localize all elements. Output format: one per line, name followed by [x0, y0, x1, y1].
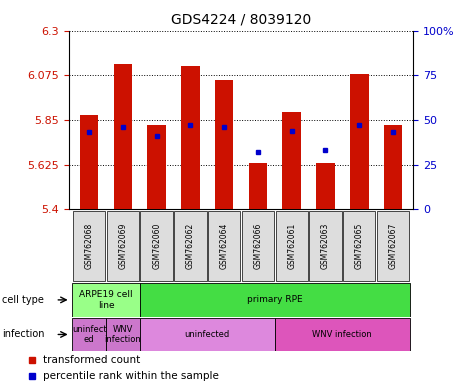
Text: GSM762062: GSM762062 [186, 223, 195, 269]
FancyBboxPatch shape [343, 211, 375, 281]
FancyBboxPatch shape [208, 211, 240, 281]
FancyBboxPatch shape [73, 211, 105, 281]
Text: GSM762061: GSM762061 [287, 223, 296, 269]
FancyBboxPatch shape [276, 211, 308, 281]
FancyBboxPatch shape [174, 211, 207, 281]
Text: GSM762069: GSM762069 [118, 223, 127, 269]
FancyBboxPatch shape [72, 318, 106, 351]
Bar [248, 163, 267, 209]
Bar [114, 65, 132, 209]
FancyBboxPatch shape [309, 211, 342, 281]
Text: GSM762060: GSM762060 [152, 223, 161, 269]
Text: percentile rank within the sample: percentile rank within the sample [43, 371, 219, 381]
FancyBboxPatch shape [140, 318, 275, 351]
Text: WNV
infection: WNV infection [104, 325, 141, 344]
Text: GSM762066: GSM762066 [254, 223, 263, 269]
FancyBboxPatch shape [106, 318, 140, 351]
Bar [147, 125, 166, 209]
FancyBboxPatch shape [72, 283, 140, 317]
Text: ARPE19 cell
line: ARPE19 cell line [79, 290, 133, 310]
FancyBboxPatch shape [242, 211, 274, 281]
Text: primary RPE: primary RPE [247, 295, 303, 305]
Text: GSM762065: GSM762065 [355, 223, 364, 269]
Bar [316, 163, 335, 209]
Text: GSM762064: GSM762064 [219, 223, 228, 269]
Text: WNV infection: WNV infection [313, 330, 372, 339]
Bar [384, 125, 402, 209]
FancyBboxPatch shape [107, 211, 139, 281]
Bar [215, 80, 234, 209]
FancyBboxPatch shape [140, 283, 410, 317]
Text: cell type: cell type [2, 295, 44, 305]
Title: GDS4224 / 8039120: GDS4224 / 8039120 [171, 13, 311, 27]
Text: GSM762067: GSM762067 [389, 223, 398, 269]
Text: GSM762068: GSM762068 [85, 223, 94, 269]
FancyBboxPatch shape [275, 318, 410, 351]
Bar [283, 112, 301, 209]
Bar [181, 66, 200, 209]
Bar [350, 74, 369, 209]
Text: transformed count: transformed count [43, 355, 140, 366]
Text: uninfected: uninfected [185, 330, 230, 339]
Text: uninfect
ed: uninfect ed [72, 325, 106, 344]
Text: GSM762063: GSM762063 [321, 223, 330, 269]
FancyBboxPatch shape [377, 211, 409, 281]
Bar [80, 115, 98, 209]
Text: infection: infection [2, 329, 45, 339]
FancyBboxPatch shape [141, 211, 173, 281]
